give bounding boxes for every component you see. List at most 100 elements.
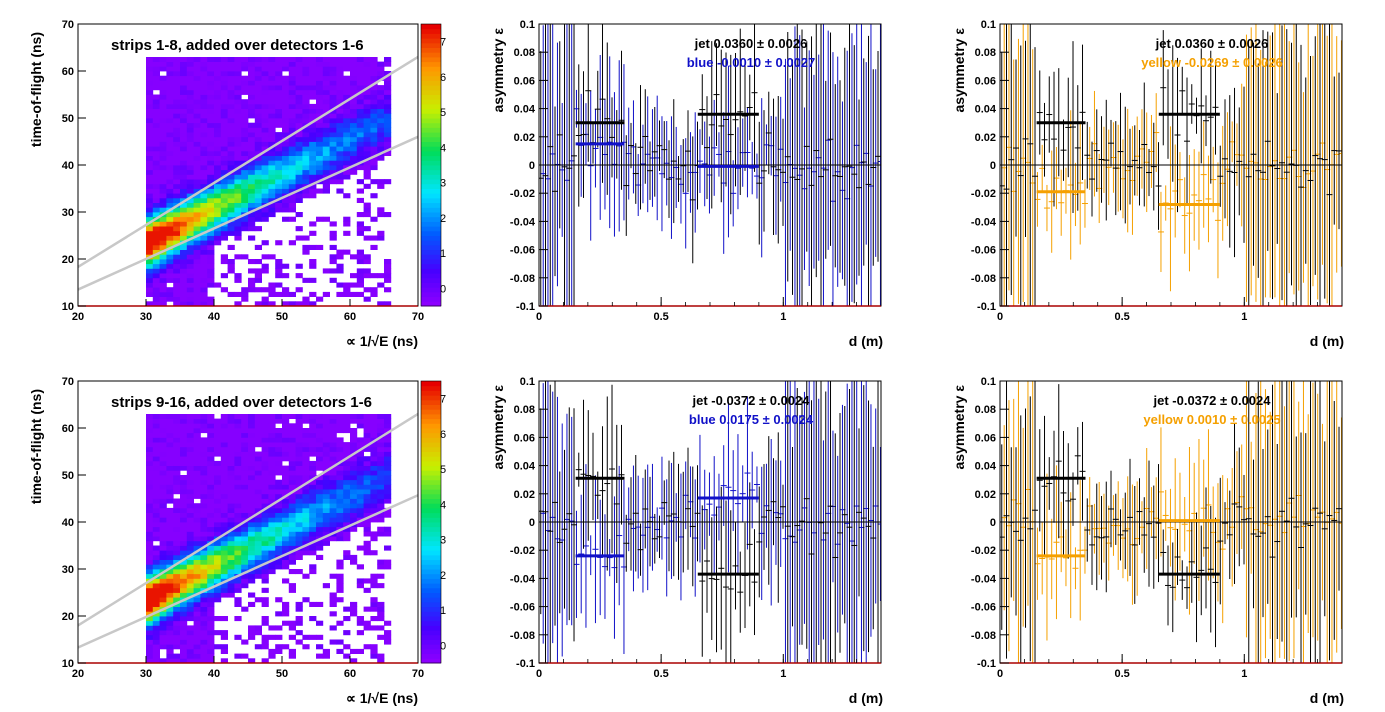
heatmap-cell — [248, 268, 256, 274]
x-tick-label: 50 — [276, 668, 288, 680]
heatmap-cell — [268, 80, 276, 86]
heatmap-cell — [200, 282, 208, 288]
heatmap-cell — [261, 263, 269, 269]
heatmap-cell — [377, 526, 385, 532]
heatmap-cell — [227, 536, 235, 542]
heatmap-cell — [282, 531, 290, 537]
heatmap-cell — [261, 545, 269, 551]
heatmap-cell — [234, 470, 242, 476]
heatmap-cell — [329, 503, 337, 509]
heatmap-cell — [159, 99, 167, 105]
heatmap-cell — [180, 71, 188, 77]
heatmap-cell — [146, 601, 154, 607]
y-tick-label: 0 — [990, 160, 996, 172]
heatmap-cell — [288, 202, 296, 208]
heatmap-cell — [180, 503, 188, 509]
heatmap-cell — [329, 507, 337, 513]
heatmap-cell — [152, 80, 160, 86]
heatmap-cell — [220, 418, 228, 424]
heatmap-cell — [268, 254, 276, 260]
heatmap-cell — [159, 244, 167, 250]
heatmap-cell — [186, 273, 194, 279]
color-scale-frame — [420, 23, 442, 307]
heatmap-cell — [370, 531, 378, 537]
heatmap-cell — [370, 446, 378, 452]
heatmap-cell — [370, 428, 378, 434]
heatmap-cell — [254, 484, 262, 490]
heatmap-cell — [200, 569, 208, 575]
color-scale-step — [421, 244, 441, 251]
heatmap-cell — [370, 127, 378, 133]
heatmap-cell — [152, 212, 160, 218]
heatmap-cell — [288, 653, 296, 659]
heatmap-cell — [166, 141, 174, 147]
heatmap-cell — [322, 503, 330, 509]
heatmap-cell — [336, 179, 344, 185]
heatmap-cell — [200, 150, 208, 156]
heatmap-cell — [234, 597, 242, 603]
heatmap-cell — [227, 146, 235, 152]
heatmap-cell — [322, 442, 330, 448]
heatmap-cell — [336, 75, 344, 81]
heatmap-cell — [350, 606, 358, 612]
heatmap-cell — [356, 80, 364, 86]
heatmap-cell — [152, 160, 160, 166]
heatmap-cell — [370, 465, 378, 471]
heatmap-cell — [180, 216, 188, 222]
heatmap-cell — [248, 550, 256, 556]
heatmap-cell — [220, 475, 228, 481]
heatmap-cell — [207, 526, 215, 532]
heatmap-cell — [329, 517, 337, 523]
heatmap-cell — [248, 277, 256, 283]
heatmap-cell — [241, 460, 249, 466]
heatmap-cell — [248, 592, 256, 598]
heatmap-cell — [220, 80, 228, 86]
heatmap-cell — [152, 507, 160, 513]
heatmap-cell — [173, 221, 181, 227]
heatmap-cell — [234, 484, 242, 490]
heatmap-cell — [241, 113, 249, 119]
heatmap-cell — [336, 291, 344, 297]
heatmap-cell — [377, 418, 385, 424]
heatmap-cell — [146, 479, 154, 485]
heatmap-cell — [180, 630, 188, 636]
heatmap-cell — [282, 550, 290, 556]
y-tick-label: 0 — [529, 160, 535, 172]
heatmap-cell — [146, 188, 154, 194]
heatmap-cell — [152, 240, 160, 246]
heatmap-cell — [234, 61, 242, 67]
heatmap-cell — [166, 287, 174, 293]
heatmap-cell — [309, 141, 317, 147]
color-scale-tick-label: 4 — [440, 499, 446, 511]
heatmap-cell — [186, 550, 194, 556]
y-tick-label: 0.08 — [514, 404, 535, 416]
heatmap-cell — [350, 442, 358, 448]
heatmap-cell — [309, 244, 317, 250]
heatmap-cell — [295, 432, 303, 438]
y-tick-label: -0.04 — [510, 216, 536, 228]
heatmap-cell — [234, 456, 242, 462]
heatmap-cell — [384, 212, 392, 218]
heatmap-cell — [282, 503, 290, 509]
heatmap-cell — [275, 559, 283, 565]
heatmap-cell — [350, 475, 358, 481]
heatmap-cell — [343, 550, 351, 556]
heatmap-cell — [166, 216, 174, 222]
heatmap-cell — [214, 226, 222, 232]
heatmap-cell — [282, 89, 290, 95]
heatmap-cell — [186, 146, 194, 152]
heatmap-cell — [261, 296, 269, 302]
heatmap-cell — [234, 160, 242, 166]
heatmap-cell — [173, 616, 181, 622]
heatmap-cell — [180, 136, 188, 142]
heatmap-cell — [384, 141, 392, 147]
heatmap-cell — [146, 507, 154, 513]
heatmap-cell — [322, 141, 330, 147]
heatmap-cell — [377, 75, 385, 81]
heatmap-cell — [268, 475, 276, 481]
heatmap-cell — [363, 517, 371, 523]
heatmap-cell — [214, 559, 222, 565]
heatmap-cell — [173, 301, 181, 307]
heatmap-cell — [180, 620, 188, 626]
